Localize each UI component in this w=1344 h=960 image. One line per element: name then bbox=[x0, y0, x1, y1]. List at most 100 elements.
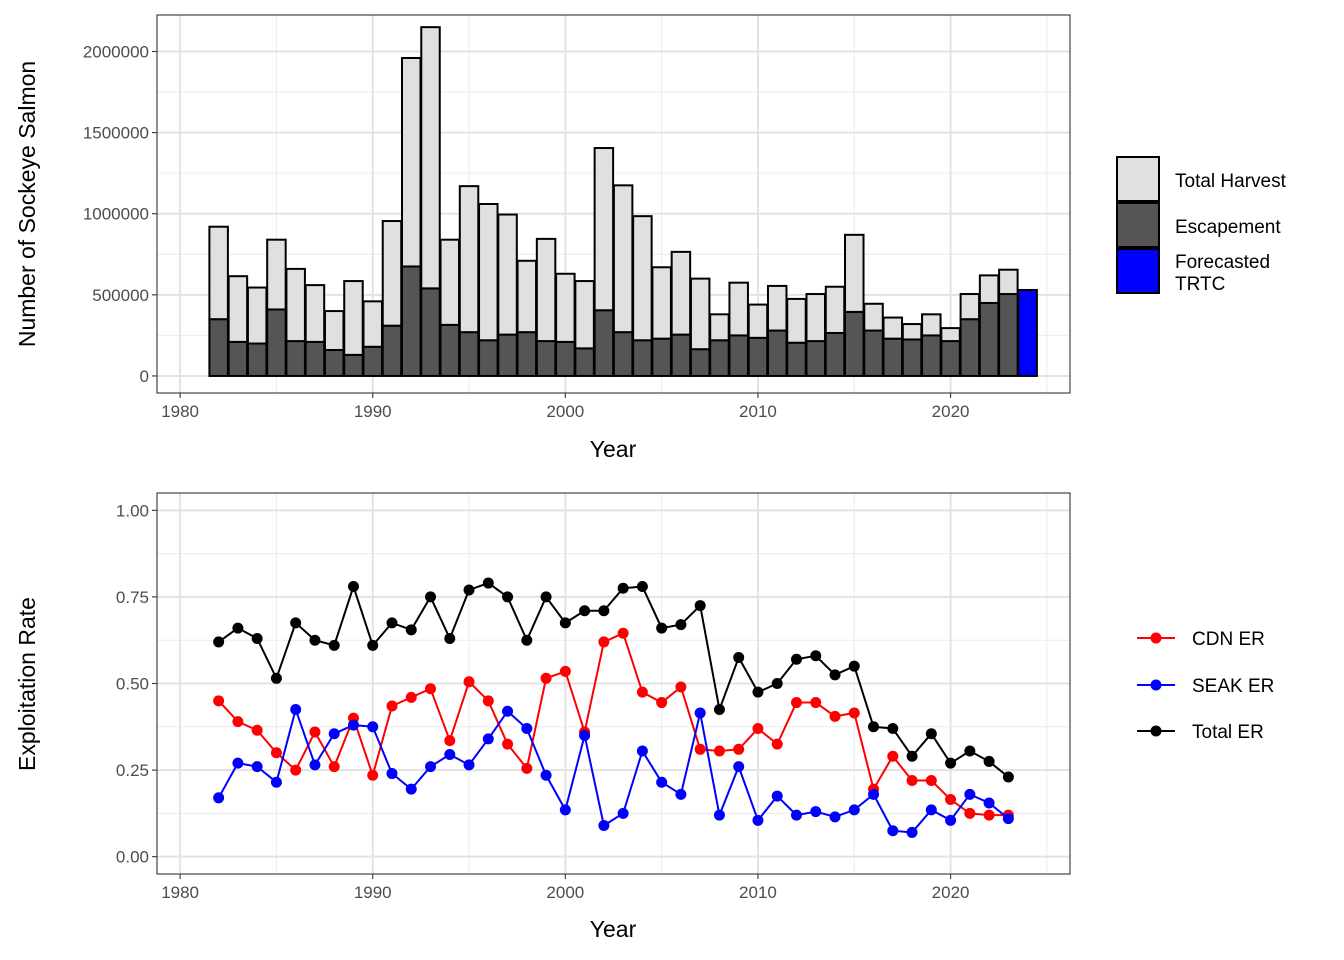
total-er-point bbox=[656, 622, 668, 634]
bottom-x-tick-label: 2010 bbox=[739, 883, 777, 902]
escapement-bar bbox=[959, 318, 981, 377]
cdn-er-point bbox=[425, 683, 437, 695]
seak-er-point bbox=[675, 788, 687, 800]
top-x-tick-label: 2020 bbox=[932, 402, 970, 421]
escapement-bar bbox=[824, 331, 846, 377]
bottom-legend: CDN ER SEAK ER Total ER bbox=[1137, 629, 1274, 743]
cdn-er-point bbox=[694, 743, 706, 755]
bottom-grid bbox=[157, 493, 1070, 874]
seak-er-point bbox=[983, 797, 995, 809]
seak-er-point bbox=[405, 783, 417, 795]
escapement-bar bbox=[323, 349, 345, 377]
escapement-bar bbox=[651, 337, 672, 377]
escapement-bar bbox=[670, 333, 692, 377]
harvest-bar bbox=[574, 280, 595, 350]
cdn-er-point bbox=[810, 697, 822, 709]
harvest-bar bbox=[921, 313, 942, 337]
escapement-bar bbox=[285, 340, 306, 377]
harvest-bar bbox=[420, 26, 441, 290]
top-y-axis: 0 500000 1000000 1500000 2000000 bbox=[83, 43, 157, 386]
total-er-point bbox=[579, 605, 591, 617]
escapement-bar bbox=[381, 324, 403, 377]
harvest-bar bbox=[728, 281, 749, 337]
total-er-point bbox=[270, 672, 282, 684]
harvest-bar bbox=[632, 215, 653, 342]
seak-er-point bbox=[559, 804, 571, 816]
total-er-point bbox=[829, 669, 841, 681]
seak-er-point bbox=[213, 792, 225, 804]
cdn-er-point bbox=[713, 745, 725, 757]
escapement-bar bbox=[343, 353, 364, 377]
harvest-bar bbox=[747, 303, 769, 339]
cdn-er-point bbox=[829, 710, 841, 722]
seak-er-point bbox=[540, 769, 552, 781]
cdn-er-point bbox=[925, 774, 937, 786]
top-legend-label: Total Harvest bbox=[1175, 171, 1287, 192]
bottom-x-tick-label: 1980 bbox=[161, 883, 199, 902]
forecast-bar bbox=[1017, 288, 1038, 377]
top-y-axis-title: Number of Sockeye Salmon bbox=[14, 61, 40, 347]
harvest-bar bbox=[612, 184, 634, 334]
bottom-legend-label: Total ER bbox=[1192, 722, 1264, 743]
total-er-point bbox=[386, 617, 398, 629]
escapement-bar bbox=[766, 329, 788, 377]
harvest-bar bbox=[535, 237, 557, 343]
bottom-y-tick-label: 0.75 bbox=[116, 588, 149, 607]
total-er-point bbox=[347, 581, 359, 593]
total-er-point bbox=[887, 723, 899, 735]
escapement-bar bbox=[574, 347, 595, 377]
bottom-x-tick-label: 2000 bbox=[546, 883, 584, 902]
harvest-bar bbox=[323, 310, 345, 352]
seak-er-point bbox=[270, 776, 282, 788]
seak-er-point bbox=[906, 826, 918, 838]
top-x-tick-label: 2000 bbox=[546, 402, 584, 421]
total-er-point bbox=[906, 750, 918, 762]
seak-er-point bbox=[1002, 813, 1014, 825]
total-er-point bbox=[1002, 771, 1014, 783]
seak-er-point bbox=[694, 707, 706, 719]
cdn-er-point bbox=[540, 672, 552, 684]
seak-er-point bbox=[502, 705, 514, 717]
cdn-er-point bbox=[733, 743, 745, 755]
total-er-point bbox=[848, 660, 860, 672]
top-y-tick-label: 1500000 bbox=[83, 124, 149, 143]
seak-er-point bbox=[790, 809, 802, 821]
cdn-er-point bbox=[906, 774, 918, 786]
cdn-er-point bbox=[309, 726, 321, 738]
harvest-bar bbox=[227, 275, 249, 343]
bottom-legend-label: SEAK ER bbox=[1192, 676, 1274, 697]
seak-er-point bbox=[367, 721, 379, 733]
cdn-er-point bbox=[290, 764, 302, 776]
harvest-bar bbox=[998, 268, 1019, 296]
cdn-er-point bbox=[656, 697, 668, 709]
seak-er-point bbox=[290, 703, 302, 715]
cdn-er-point bbox=[752, 723, 764, 735]
cdn-er-point bbox=[771, 738, 783, 750]
total-er-point bbox=[675, 619, 687, 631]
harvest-bar bbox=[805, 293, 826, 343]
top-legend-key bbox=[1116, 202, 1160, 248]
bottom-y-tick-label: 0.50 bbox=[116, 675, 149, 694]
bottom-y-axis-title: Exploitation Rate bbox=[14, 597, 40, 771]
cdn-er-point bbox=[617, 627, 629, 639]
total-er-point bbox=[771, 678, 783, 689]
seak-er-point bbox=[945, 814, 957, 826]
top-legend-label: Forecasted TRTC bbox=[1175, 252, 1270, 295]
harvest-bar bbox=[497, 213, 518, 336]
escapement-bar bbox=[728, 334, 749, 377]
harvest-bar bbox=[978, 274, 1000, 304]
seak-er-point bbox=[579, 729, 591, 741]
harvest-bar bbox=[844, 233, 865, 313]
cdn-er-point bbox=[213, 695, 225, 707]
cdn-er-point bbox=[386, 700, 398, 712]
cdn-er-point bbox=[848, 707, 860, 719]
total-er-point bbox=[733, 652, 745, 664]
harvest-bar bbox=[959, 293, 981, 321]
harvest-bar bbox=[882, 316, 904, 340]
top-y-tick-label: 1000000 bbox=[83, 205, 149, 224]
harvest-bar bbox=[458, 185, 480, 334]
escapement-bar bbox=[882, 337, 904, 377]
harvest-bar bbox=[401, 56, 422, 268]
total-er-point bbox=[752, 686, 764, 698]
top-x-axis: 1980 1990 2000 2010 2020 bbox=[161, 393, 969, 421]
